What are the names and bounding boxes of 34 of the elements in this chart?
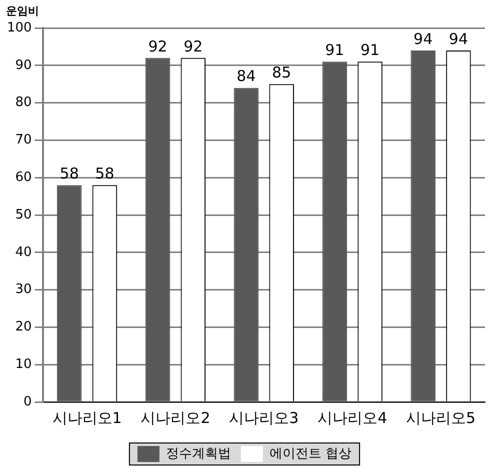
bar: [322, 62, 348, 402]
y-tick-label: 50: [15, 207, 32, 222]
x-tick-label: 시나리오3: [229, 408, 299, 427]
y-tick-label: 100: [6, 20, 32, 36]
data-label: 94: [414, 30, 433, 48]
bar: [56, 185, 82, 402]
data-label: 91: [360, 41, 380, 60]
legend-label: 에이전트 협상: [269, 446, 352, 462]
y-tick-label: 80: [15, 95, 32, 110]
y-tick-label: 90: [15, 58, 32, 73]
data-label: 92: [148, 37, 168, 56]
data-label: 94: [448, 30, 468, 48]
bar: [145, 58, 170, 402]
data-label: 85: [272, 63, 292, 82]
y-tick-label: 40: [15, 244, 32, 260]
y-tick-label: 20: [15, 320, 32, 335]
x-tick-label: 시나리오1: [52, 408, 122, 427]
legend-label: 정수계획법: [166, 446, 231, 462]
data-label: 91: [325, 41, 344, 60]
data-label: 84: [236, 67, 256, 86]
y-tick-label: 30: [15, 282, 32, 298]
data-label: 58: [95, 164, 114, 182]
data-label: 92: [184, 37, 203, 56]
x-tick-label: 시나리오2: [140, 408, 210, 427]
y-axis-title: 운임비: [6, 4, 39, 18]
y-tick-label: 70: [15, 132, 32, 148]
bar: [410, 50, 436, 402]
data-label: 58: [60, 164, 79, 182]
bar: [234, 88, 259, 402]
x-tick-label: 시나리오5: [406, 408, 476, 427]
y-tick-label: 0: [24, 394, 32, 410]
x-tick-label: 시나리오4: [318, 408, 388, 427]
y-tick-label: 60: [15, 170, 32, 185]
y-tick-label: 10: [15, 356, 32, 372]
